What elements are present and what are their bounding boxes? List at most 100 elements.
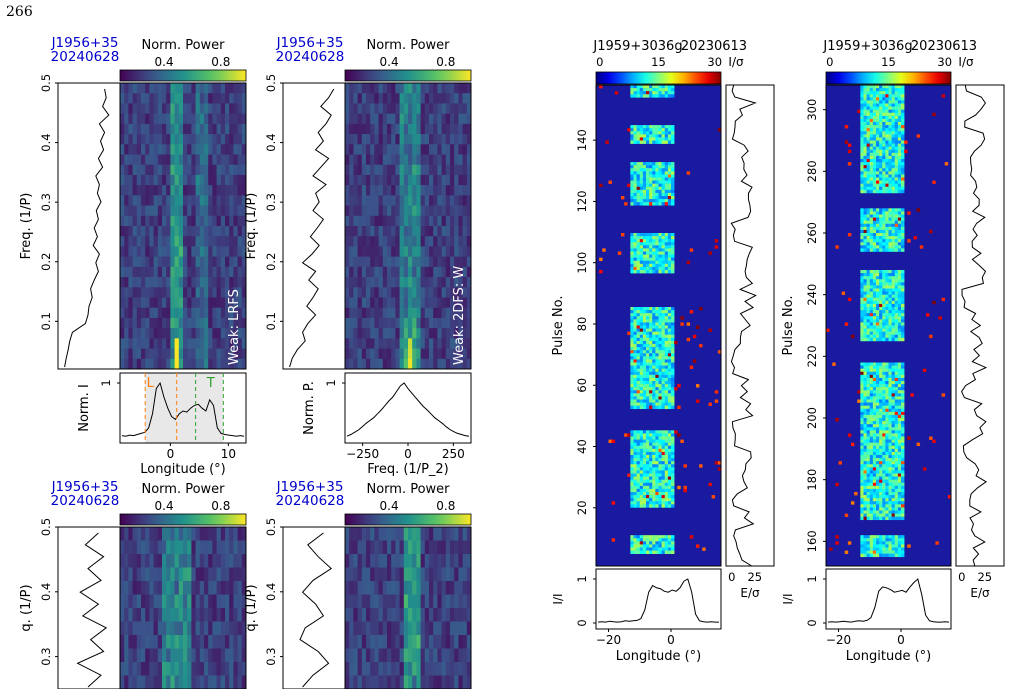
heatmap-cell xyxy=(153,287,159,298)
stack-cell xyxy=(633,387,637,391)
stack-1-date: 20230613 xyxy=(681,39,747,54)
stack-cell xyxy=(661,402,666,406)
stack-cell xyxy=(661,396,666,400)
heatmap-cell xyxy=(366,246,371,258)
heatmap-cell xyxy=(420,83,426,94)
stack-cell xyxy=(671,91,675,95)
stack-cell xyxy=(888,143,892,147)
heatmap-cell xyxy=(237,236,243,247)
stack-cell xyxy=(649,365,653,369)
stack-cell xyxy=(636,501,641,505)
stack-cell xyxy=(646,313,650,317)
stack-cell xyxy=(655,313,659,317)
heatmap-cell xyxy=(145,567,150,582)
heatmap-cell xyxy=(166,662,171,676)
heatmap-cell xyxy=(387,581,392,595)
stack-cell xyxy=(879,159,883,163)
heatmap-cell xyxy=(157,154,163,166)
heatmap-cell xyxy=(378,277,384,288)
heatmap-cell xyxy=(170,648,175,663)
stack-cell xyxy=(869,159,874,163)
heatmap-cell xyxy=(120,621,125,636)
trail-label: T xyxy=(206,376,215,391)
heatmap-cell xyxy=(391,527,396,541)
heatmap-cell xyxy=(170,328,175,339)
stack-cell xyxy=(876,118,880,123)
stack-cell xyxy=(658,433,662,437)
stack-1-profile-ytick-label: 0 xyxy=(575,619,589,626)
stack-cell xyxy=(901,94,905,98)
stack-cell xyxy=(630,399,634,403)
heatmap-cell xyxy=(145,113,150,125)
stack-cell xyxy=(664,254,669,258)
stack-cell xyxy=(872,100,877,104)
heatmap-cell xyxy=(462,554,468,568)
stack-cell xyxy=(897,177,902,181)
stack-cell xyxy=(885,165,889,169)
stack-cell xyxy=(649,485,653,490)
stack-cell xyxy=(869,146,874,151)
heatmap-cell xyxy=(399,297,405,309)
stack-cell xyxy=(882,229,886,234)
heatmap-cell xyxy=(345,348,350,360)
heatmap-cell xyxy=(191,266,196,278)
stack-cell xyxy=(658,448,662,453)
heatmap-cell xyxy=(225,648,230,663)
heatmap-cell xyxy=(441,266,447,278)
stack-cell xyxy=(633,356,637,360)
heatmap-cell xyxy=(353,195,358,206)
stack-cell xyxy=(894,168,899,172)
stack-cell xyxy=(872,300,877,305)
stack-cell xyxy=(863,229,867,234)
stack-cell xyxy=(646,254,650,258)
stack-cell xyxy=(630,322,634,326)
stack-cell xyxy=(667,248,672,252)
stack-cell xyxy=(633,140,637,144)
stack-cell xyxy=(655,368,659,373)
stack-cell xyxy=(661,331,666,336)
heatmap-cell xyxy=(187,164,192,176)
stack-cell xyxy=(646,177,650,181)
heatmap-cell xyxy=(241,103,247,115)
heatmap-cell xyxy=(458,266,463,278)
heatmap-cell xyxy=(136,648,142,663)
stack-cell xyxy=(649,492,653,496)
stack-cell xyxy=(655,189,659,194)
stack-cell xyxy=(642,239,647,243)
stack-cell xyxy=(636,498,641,502)
heatmap-cell xyxy=(153,307,159,319)
heatmap-cell xyxy=(382,134,388,145)
heatmap-cell xyxy=(408,266,413,278)
heatmap-cell xyxy=(212,226,217,237)
stack-cell xyxy=(646,266,650,271)
stack-cell xyxy=(879,103,883,107)
stack-cell xyxy=(901,183,905,188)
heatmap-cell xyxy=(462,297,468,309)
heatmap-cell xyxy=(345,277,350,288)
stack-cell xyxy=(642,547,647,551)
stack-cell xyxy=(885,118,889,123)
heatmap-cell xyxy=(233,174,238,186)
heatmap-cell xyxy=(370,215,375,227)
heatmap-cell xyxy=(395,164,400,176)
stack-cell xyxy=(888,88,892,92)
stack-cell xyxy=(652,538,656,542)
heatmap-cell xyxy=(374,93,379,104)
heatmap-cell xyxy=(466,277,472,288)
stack-cell xyxy=(876,186,880,191)
heatmap-cell xyxy=(178,164,184,176)
heatmap-cell xyxy=(382,83,388,94)
heatmap-cell xyxy=(454,113,459,125)
heatmap-cell xyxy=(225,134,230,145)
heatmap-cell xyxy=(132,338,138,349)
stack-cell xyxy=(876,162,880,166)
stack-cell xyxy=(649,248,653,252)
stack-cell xyxy=(652,137,656,141)
stack-cell xyxy=(642,479,647,484)
stack-cell xyxy=(891,294,896,299)
heatmap-cell xyxy=(132,635,138,649)
heatmap-cell xyxy=(445,195,451,206)
stack-cell xyxy=(901,115,905,120)
stack-cell xyxy=(879,128,883,132)
heatmap-cell xyxy=(370,226,375,237)
